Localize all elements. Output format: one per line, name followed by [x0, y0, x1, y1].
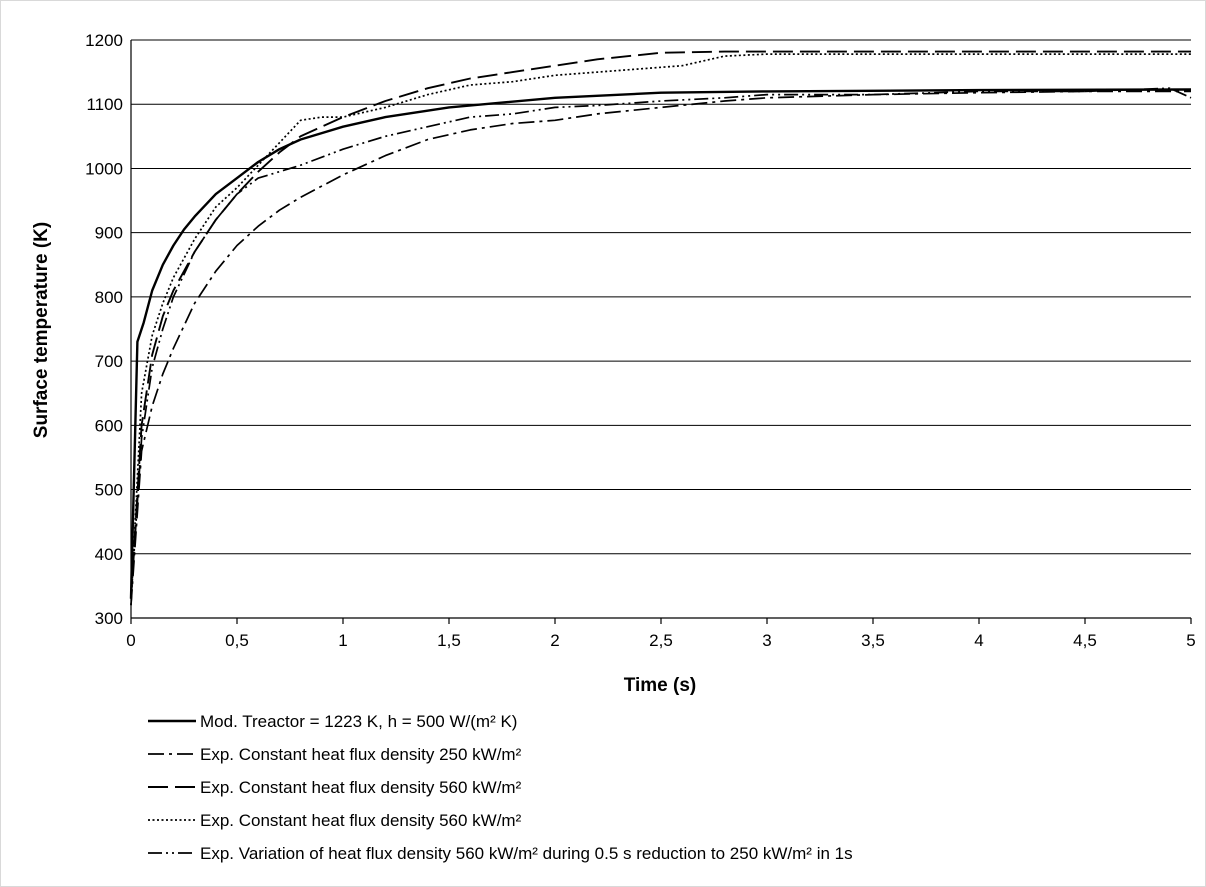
- x-tick-label: 2: [550, 631, 559, 650]
- legend-label-5: Exp. Variation of heat flux density 560 …: [200, 844, 853, 863]
- y-tick-label: 400: [95, 545, 123, 564]
- y-axis-title: Surface temperature (K): [31, 222, 52, 438]
- x-tick-label: 4: [974, 631, 983, 650]
- y-tick-label: 700: [95, 352, 123, 371]
- x-tick-label: 3,5: [861, 631, 885, 650]
- y-tick-label: 600: [95, 416, 123, 435]
- y-tick-label: 900: [95, 224, 123, 243]
- y-tick-label: 800: [95, 288, 123, 307]
- x-tick-label: 0,5: [225, 631, 249, 650]
- x-tick-label: 0: [126, 631, 135, 650]
- legend-label-4: Exp. Constant heat flux density 560 kW/m…: [200, 811, 522, 830]
- y-tick-label: 1200: [85, 31, 123, 50]
- y-tick-label: 500: [95, 481, 123, 500]
- y-tick-label: 1000: [85, 159, 123, 178]
- legend-label-2: Exp. Constant heat flux density 250 kW/m…: [200, 745, 522, 764]
- x-tick-label: 1: [338, 631, 347, 650]
- y-tick-label: 300: [95, 609, 123, 628]
- y-tick-label: 1100: [86, 95, 123, 114]
- legend-label-1: Mod. Treactor = 1223 K, h = 500 W/(m² K): [200, 712, 517, 731]
- x-axis-title: Time (s): [624, 675, 697, 696]
- x-tick-label: 2,5: [649, 631, 673, 650]
- x-tick-label: 1,5: [437, 631, 461, 650]
- legend-label-3: Exp. Constant heat flux density 560 kW/m…: [200, 778, 522, 797]
- x-tick-label: 3: [762, 631, 771, 650]
- x-tick-label: 4,5: [1073, 631, 1097, 650]
- x-tick-label: 5: [1186, 631, 1195, 650]
